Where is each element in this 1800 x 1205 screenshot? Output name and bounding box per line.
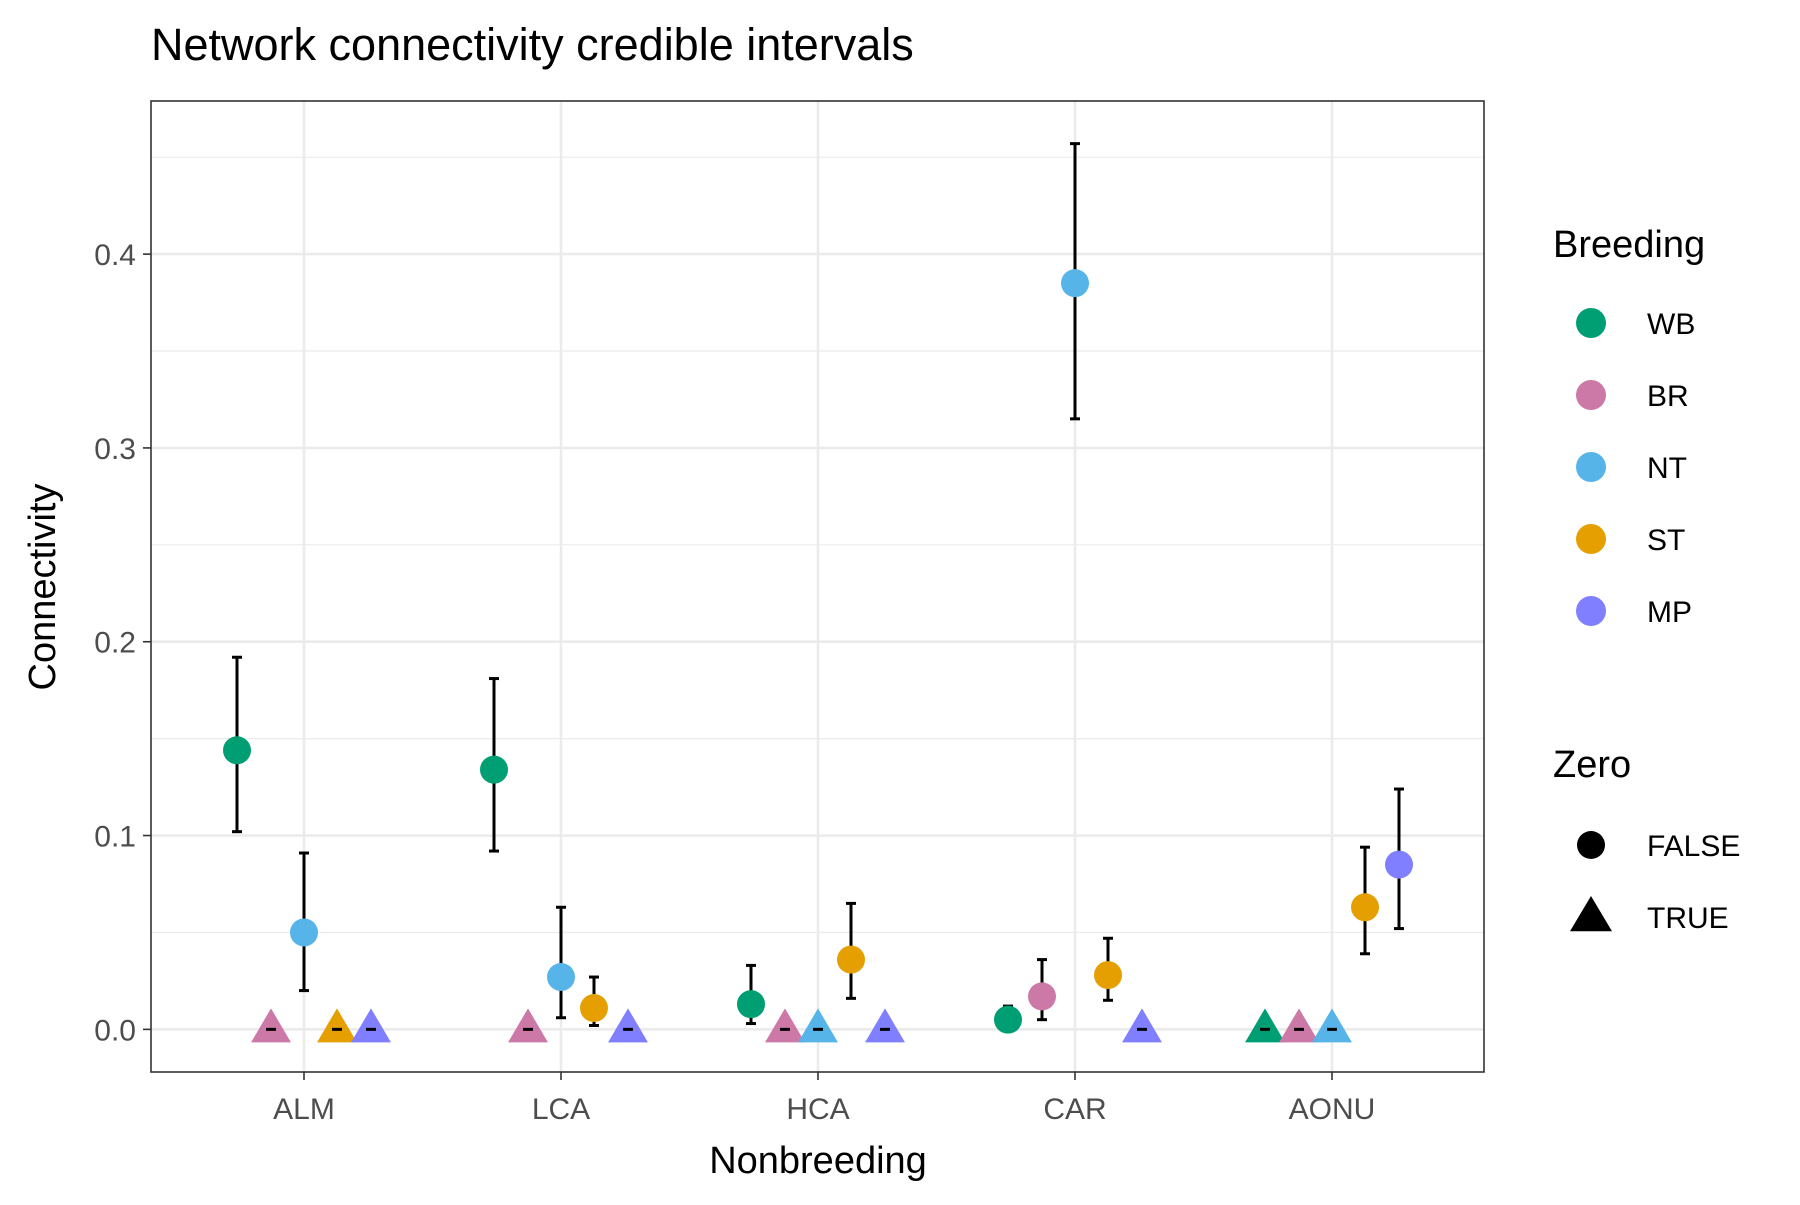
- point-circle-AONU-ST: [1351, 893, 1379, 922]
- y-tick-label: 0.1: [94, 821, 136, 854]
- legend-item-br: BR: [1576, 380, 1689, 413]
- x-axis-title: Nonbreeding: [709, 1140, 927, 1182]
- point-triangle-AONU-NT: [1312, 1008, 1352, 1043]
- legend-breeding-items: WB BR NT ST MP: [1576, 308, 1695, 629]
- point-triangle-HCA-NT: [798, 1008, 838, 1043]
- point-circle-HCA-WB: [737, 990, 765, 1019]
- error-bar: [556, 905, 566, 1020]
- point-circle-ALM-WB: [223, 736, 251, 765]
- y-tick-label: 0.3: [94, 433, 136, 466]
- legend-label: FALSE: [1647, 830, 1740, 863]
- legend-item-st: ST: [1576, 524, 1685, 557]
- point-triangle-ALM-MP: [351, 1008, 391, 1043]
- point-triangle-HCA-BR: [765, 1008, 805, 1043]
- grid-layer: [151, 101, 1484, 1072]
- x-tick-label: CAR: [1043, 1093, 1106, 1126]
- y-axis-title: Connectivity: [22, 484, 64, 691]
- legend-key-circle: [1576, 524, 1606, 554]
- legend-label: BR: [1647, 380, 1689, 413]
- point-triangle-CAR-MP: [1122, 1008, 1162, 1043]
- point-circle-ALM-NT: [290, 918, 318, 947]
- point-layer: [223, 269, 1413, 1043]
- legend-item-wb: WB: [1576, 308, 1695, 341]
- point-triangle-AONU-WB: [1245, 1008, 1285, 1043]
- point-circle-CAR-WB: [994, 1005, 1022, 1034]
- x-tick-label: LCA: [532, 1093, 590, 1126]
- legend-key-triangle: [1570, 896, 1612, 932]
- x-tick-label: AONU: [1289, 1093, 1376, 1126]
- point-triangle-ALM-ST: [317, 1008, 357, 1043]
- point-circle-CAR-NT: [1061, 269, 1089, 298]
- point-circle-LCA-NT: [547, 963, 575, 992]
- point-circle-AONU-MP: [1385, 850, 1413, 879]
- point-triangle-LCA-BR: [508, 1008, 548, 1043]
- y-tick-label: 0.4: [94, 239, 136, 272]
- point-triangle-AONU-BR: [1279, 1008, 1319, 1043]
- x-tick-label: ALM: [273, 1093, 335, 1126]
- point-triangle-LCA-MP: [608, 1008, 648, 1043]
- legend-item-mp: MP: [1576, 596, 1692, 629]
- legend-label: TRUE: [1647, 902, 1729, 935]
- point-triangle-HCA-MP: [865, 1008, 905, 1043]
- legend-key-circle: [1577, 831, 1605, 859]
- y-tick-label: 0.0: [94, 1014, 136, 1047]
- legend-zero-title: Zero: [1553, 744, 1631, 786]
- x-tick-label: HCA: [786, 1093, 849, 1126]
- legend-item-nt: NT: [1576, 452, 1687, 485]
- point-circle-HCA-ST: [837, 945, 865, 974]
- legend-breeding-title: Breeding: [1553, 224, 1705, 266]
- legend-key-circle: [1576, 596, 1606, 626]
- legend-item-false: FALSE: [1577, 830, 1740, 863]
- legend-label: MP: [1647, 596, 1692, 629]
- point-circle-LCA-WB: [480, 755, 508, 784]
- legend-label: WB: [1647, 308, 1695, 341]
- legend-key-circle: [1576, 308, 1606, 338]
- x-axis: ALM LCA HCA CAR AONU: [273, 1072, 1375, 1126]
- legend-zero-items: FALSE TRUE: [1570, 830, 1740, 935]
- legend-key-circle: [1576, 380, 1606, 410]
- chart-title: Network connectivity credible intervals: [151, 19, 914, 70]
- y-axis: 0.0 0.1 0.2 0.3 0.4: [94, 239, 151, 1047]
- y-tick-label: 0.2: [94, 627, 136, 660]
- legend-key-circle: [1576, 452, 1606, 482]
- legend-label: ST: [1647, 524, 1685, 557]
- point-circle-CAR-BR: [1028, 982, 1056, 1011]
- legend-item-true: TRUE: [1570, 896, 1729, 935]
- point-circle-CAR-ST: [1094, 961, 1122, 990]
- legend-label: NT: [1647, 452, 1687, 485]
- point-triangle-ALM-BR: [251, 1008, 291, 1043]
- point-circle-LCA-ST: [580, 994, 608, 1023]
- legend: Breeding Zero WB BR NT ST MP FALSE TRUE: [1553, 224, 1740, 935]
